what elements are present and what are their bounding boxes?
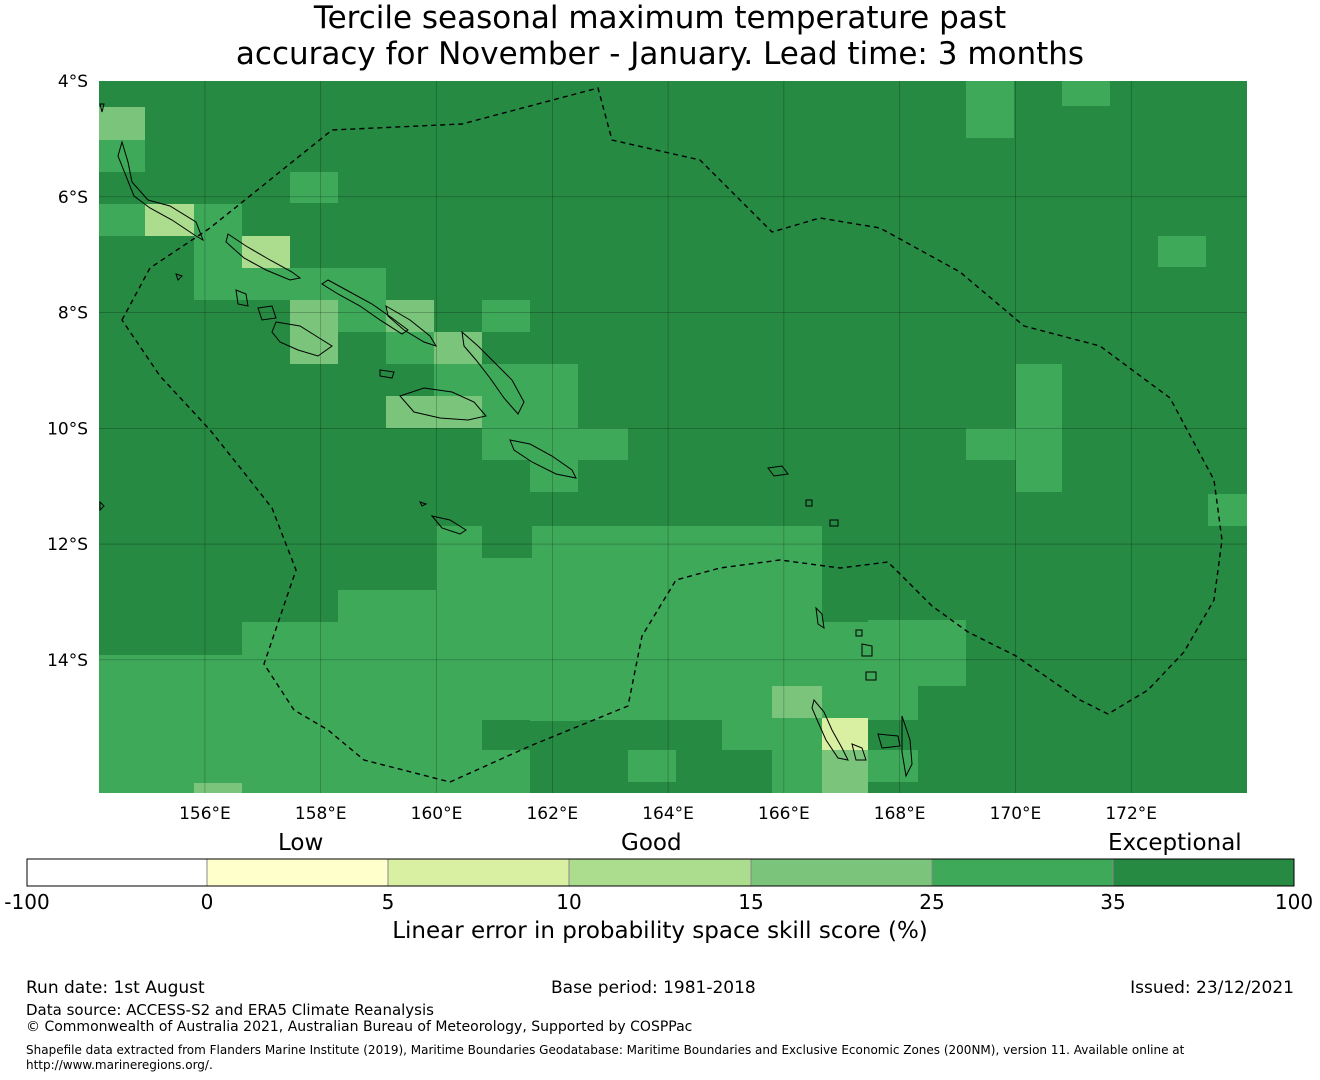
- longitude-tick-label: 156°E: [179, 804, 231, 824]
- skill-cell: [580, 720, 722, 750]
- colorbar-segment-0-5: [206, 858, 389, 887]
- colorbar-tick: 10: [556, 890, 582, 914]
- copyright: © Commonwealth of Australia 2021, Austra…: [26, 1019, 693, 1035]
- run-date: Run date: 1st August: [26, 978, 205, 998]
- skill-cell: [772, 750, 822, 793]
- latitude-tick-label: 10°S: [47, 419, 88, 439]
- skill-cell: [482, 300, 530, 332]
- colorbar-label-exceptional: Exceptional: [1108, 830, 1242, 856]
- grid-cells: [99, 81, 1247, 793]
- title-line-2: accuracy for November - January. Lead ti…: [235, 36, 1085, 72]
- colorbar-segment-25-35: [931, 858, 1114, 887]
- eez-boundary: [121, 87, 1223, 783]
- skill-cell: [99, 204, 147, 236]
- colorbar-tick: 35: [1100, 890, 1126, 914]
- data-source: Data source: ACCESS-S2 and ERA5 Climate …: [26, 1001, 434, 1019]
- longitude-tick-label: 164°E: [642, 804, 694, 824]
- coastlines: [99, 103, 913, 778]
- shapefile-credit-line-1: Shapefile data extracted from Flanders M…: [26, 1043, 1185, 1057]
- skill-cell: [966, 656, 1247, 793]
- skill-cell: [242, 236, 290, 268]
- shapefile-credit: Shapefile data extracted from Flanders M…: [26, 1043, 1276, 1073]
- skill-cell: [966, 620, 1247, 656]
- skill-cell: [918, 686, 966, 793]
- skill-cell: [482, 720, 530, 750]
- colorbar-segment-5-10: [387, 858, 570, 887]
- skill-cell: [99, 720, 484, 793]
- skill-cell: [966, 428, 1016, 460]
- colorbar-segment-35-100: [1112, 858, 1295, 887]
- shapefile-credit-line-2: http://www.marineregions.org/.: [26, 1058, 213, 1072]
- skill-cell: [530, 750, 628, 793]
- skill-cell: [1158, 236, 1206, 267]
- skill-cell: [868, 620, 966, 686]
- skill-cell: [290, 172, 338, 203]
- colorbar-title: Linear error in probability space skill …: [392, 918, 928, 944]
- colorbar-segment-neg: [26, 858, 208, 887]
- skill-cell: [868, 750, 918, 782]
- longitude-tick-label: 162°E: [526, 804, 578, 824]
- skill-cell: [480, 750, 532, 793]
- skill-cell: [194, 783, 242, 793]
- longitude-tick-label: 170°E: [990, 804, 1042, 824]
- map-title: Tercile seasonal maximum temperature pas…: [0, 0, 1320, 72]
- longitude-tick-label: 172°E: [1105, 804, 1157, 824]
- skill-cell: [338, 268, 386, 300]
- skill-cell: [386, 332, 434, 364]
- skill-cell: [386, 300, 434, 332]
- base-period: Base period: 1981-2018: [551, 978, 756, 998]
- longitude-tick-label: 158°E: [295, 804, 347, 824]
- colorbar-tick: 5: [381, 890, 395, 914]
- longitude-tick-label: 166°E: [758, 804, 810, 824]
- issued-date: Issued: 23/12/2021: [1130, 978, 1294, 998]
- skill-cell: [676, 750, 772, 793]
- map-gridlines: [99, 81, 1247, 793]
- colorbar-label-good: Good: [621, 830, 682, 856]
- colorbar-tick: -100: [4, 890, 50, 914]
- skill-cell: [482, 526, 532, 558]
- skill-cell: [578, 428, 628, 460]
- latitude-tick-label: 12°S: [47, 535, 88, 555]
- latitude-tick-label: 8°S: [58, 304, 88, 324]
- longitude-tick-label: 160°E: [411, 804, 463, 824]
- skill-cell: [722, 720, 822, 752]
- longitude-tick-labels: 156°E 158°E 160°E 162°E 164°E 166°E 168°E 170°E…: [179, 804, 1157, 824]
- title-line-1: Tercile seasonal maximum temperature pas…: [313, 0, 1007, 36]
- latitude-tick-label: 6°S: [58, 188, 88, 208]
- map-panel: 156°E 158°E 160°E 162°E 164°E 166°E 168°E 170°E…: [47, 72, 1247, 824]
- colorbar-segment-15-25: [750, 858, 933, 887]
- skill-cell: [966, 81, 1014, 138]
- skill-cell: [99, 107, 145, 140]
- skill-cell: [290, 300, 338, 364]
- colorbar-tick: 25: [919, 890, 945, 914]
- colorbar-tick: 0: [200, 890, 214, 914]
- skill-cell: [628, 750, 676, 782]
- longitude-tick-label: 168°E: [874, 804, 926, 824]
- skill-cell: [822, 750, 868, 793]
- colorbar-label-low: Low: [278, 830, 324, 856]
- latitude-tick-label: 4°S: [58, 72, 88, 92]
- skill-cell: [868, 590, 966, 620]
- skill-cell: [868, 686, 918, 720]
- colorbar-tick: 15: [738, 890, 764, 914]
- colorbar-tick: 100: [1274, 890, 1314, 914]
- skill-cell: [822, 526, 1247, 558]
- skill-cell: [338, 300, 386, 332]
- skill-cell: [1208, 494, 1247, 526]
- skill-cell: [1016, 364, 1062, 492]
- colorbar-segment-10-15: [568, 858, 752, 887]
- skill-score-map: 156°E 158°E 160°E 162°E 164°E 166°E 168°E 170°E…: [47, 72, 1247, 824]
- latitude-tick-label: 14°S: [47, 651, 88, 671]
- skill-cell: [242, 622, 966, 656]
- skill-cell: [434, 332, 482, 364]
- skill-cell: [1062, 81, 1110, 106]
- skill-cell: [194, 204, 242, 300]
- latitude-tick-labels: 4°S 6°S 8°S 10°S 12°S 14°S: [47, 72, 88, 671]
- skill-cell: [822, 558, 868, 590]
- skill-cell: [386, 396, 482, 428]
